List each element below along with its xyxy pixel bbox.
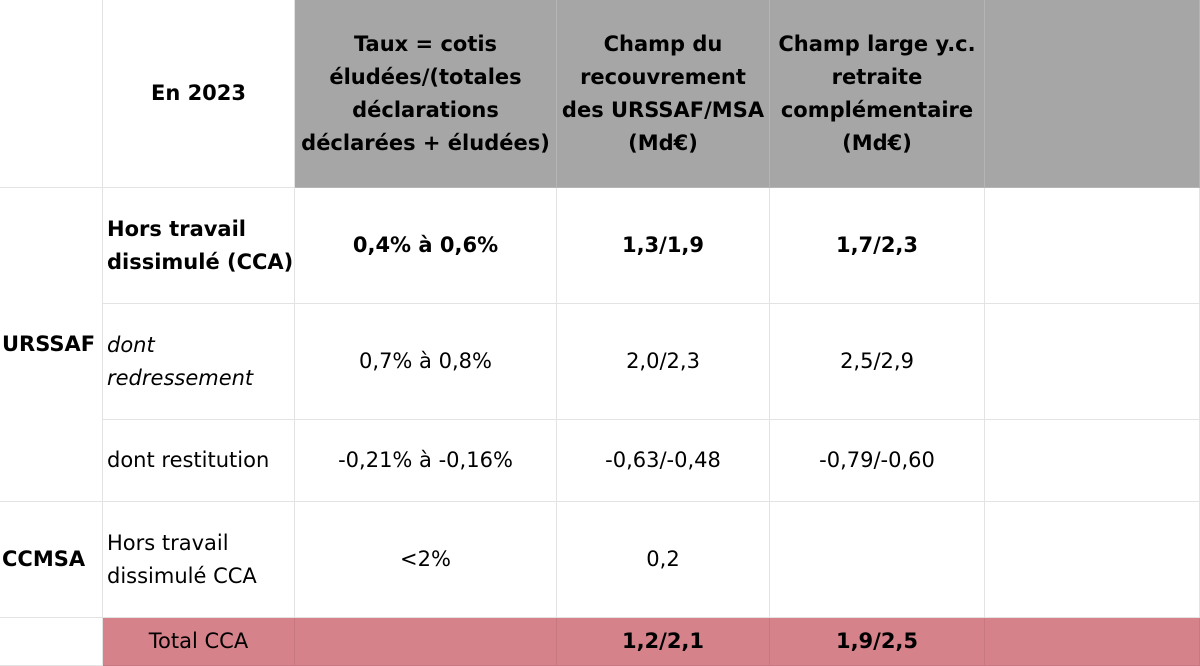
row4-rate: <2%	[295, 502, 557, 618]
row3-empty	[985, 420, 1200, 502]
header-empty-column	[985, 0, 1200, 188]
header-year: En 2023	[103, 0, 295, 188]
header-large-column: Champ large y.c. retraite complémentaire…	[770, 0, 985, 188]
row3-rate: -0,21% à -0,16%	[295, 420, 557, 502]
row2-empty	[985, 304, 1200, 420]
total-large: 1,9/2,5	[770, 618, 985, 666]
row-label-hors-travail-dissimule: Hors travail dissimulé (CCA)	[103, 188, 295, 304]
row1-empty	[985, 188, 1200, 304]
header-urssaf-column: Champ du recouvrement des URSSAF/MSA (Md…	[557, 0, 770, 188]
total-empty	[985, 618, 1200, 666]
total-group-empty-cell	[0, 618, 103, 666]
group-label-urssaf: URSSAF	[0, 188, 103, 502]
header-rate-column: Taux = cotis éludées/(totales déclaratio…	[295, 0, 557, 188]
row2-rate: 0,7% à 0,8%	[295, 304, 557, 420]
total-label: Total CCA	[103, 618, 295, 666]
row-label-ccmsa-hors-travail: Hors travail dissimulé CCA	[103, 502, 295, 618]
row-label-dont-redressement: dont redressement	[103, 304, 295, 420]
row2-urssaf: 2,0/2,3	[557, 304, 770, 420]
row-label-dont-restitution: dont restitution	[103, 420, 295, 502]
total-rate	[295, 618, 557, 666]
row2-large: 2,5/2,9	[770, 304, 985, 420]
row1-large: 1,7/2,3	[770, 188, 985, 304]
total-urssaf: 1,2/2,1	[557, 618, 770, 666]
group-label-ccmsa: CCMSA	[0, 502, 103, 618]
row3-large: -0,79/-0,60	[770, 420, 985, 502]
row1-urssaf: 1,3/1,9	[557, 188, 770, 304]
row1-rate: 0,4% à 0,6%	[295, 188, 557, 304]
row4-urssaf: 0,2	[557, 502, 770, 618]
row3-urssaf: -0,63/-0,48	[557, 420, 770, 502]
row4-large	[770, 502, 985, 618]
row4-empty	[985, 502, 1200, 618]
header-corner-cell	[0, 0, 103, 188]
